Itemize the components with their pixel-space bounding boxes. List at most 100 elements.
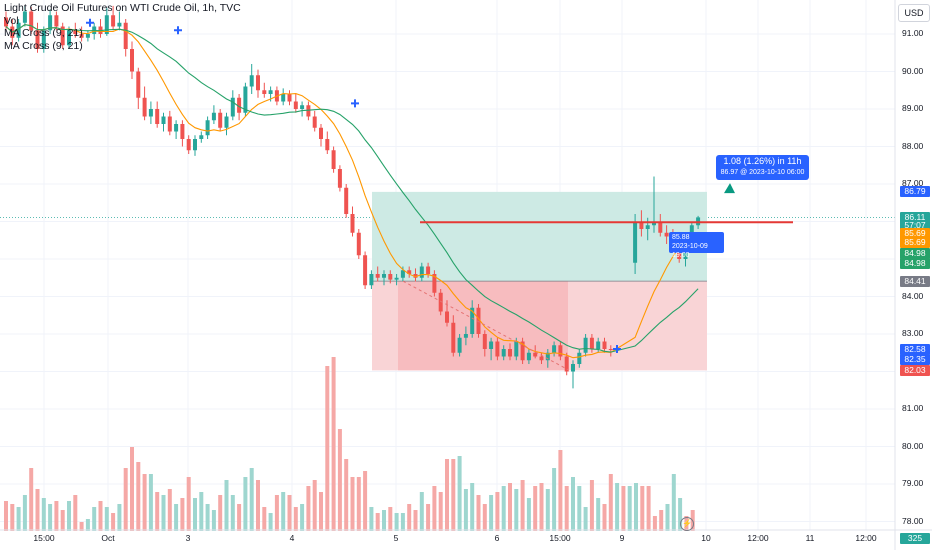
y-tick-label: 91.00 [902, 28, 924, 38]
candle-body [400, 270, 405, 278]
volume-bar [533, 486, 538, 531]
candle-body [16, 22, 21, 38]
candle-body [375, 274, 380, 278]
volume-bar [539, 483, 544, 531]
drawing-overlay [403, 183, 793, 371]
volume-bar [514, 489, 519, 531]
chart-legend: Light Crude Oil Futures on WTI Crude Oil… [4, 2, 241, 52]
volume-bar [520, 480, 525, 531]
y-tick-label: 80.00 [902, 440, 924, 451]
candle-body [249, 75, 254, 87]
volume-bar [356, 477, 361, 531]
volume-bar [438, 492, 443, 531]
volume-bar [552, 468, 557, 531]
volume-bar [193, 498, 197, 531]
volume-bar [98, 501, 103, 531]
candle-body [22, 11, 27, 23]
candle-body [451, 322, 456, 353]
projection-line-1: 1.08 (1.26%) in 11h [723, 156, 802, 166]
candle-body [337, 169, 342, 188]
volume-bar [262, 507, 267, 531]
lightning-icon[interactable]: ⚡ [680, 517, 694, 531]
entry-price: 85.88 [672, 234, 690, 241]
volume-bar [186, 477, 191, 531]
currency-button[interactable]: USD [898, 4, 930, 22]
volume-bar [325, 366, 330, 531]
candle-body [476, 307, 481, 334]
volume-bar [615, 483, 620, 531]
volume-bar [331, 357, 336, 531]
volume-bar [363, 471, 368, 531]
volume-bar [463, 489, 468, 531]
price-tag: 325 [900, 532, 930, 544]
volume-bar [646, 486, 651, 531]
projection-label[interactable]: 1.08 (1.26%) in 11h 86.97 @ 2023-10-10 0… [716, 155, 809, 180]
candle-body [4, 17, 8, 27]
candle-body [526, 352, 531, 361]
y-tick-label: 84.00 [902, 290, 924, 301]
candle-body [300, 105, 305, 109]
y-tick-label: 90.00 [902, 65, 924, 76]
candle-body [520, 341, 525, 361]
candle-body [205, 120, 210, 136]
volume-bar [337, 429, 342, 531]
candle-body [533, 352, 538, 357]
volume-bar [243, 477, 248, 531]
volume-bar [268, 513, 273, 531]
volume-bar [375, 513, 380, 531]
volume-bar [300, 504, 305, 531]
volume-bar [501, 486, 506, 531]
candle-body [495, 341, 500, 357]
volume-bar [596, 498, 601, 531]
entry-label[interactable]: 85.88 2023-10-09 19:00 [669, 232, 724, 259]
y-tick-label: 87.00 [902, 178, 924, 188]
volume-bar [394, 513, 399, 531]
price-tag: 86.11 [900, 211, 930, 223]
candle-body [419, 266, 424, 278]
volume-bar [571, 477, 575, 531]
x-tick-label: 15:00 [33, 533, 55, 543]
candle-body [539, 356, 544, 361]
volume-bar [73, 495, 78, 531]
volume-bar [400, 513, 405, 531]
volume-bar [602, 504, 607, 531]
candle-body [457, 337, 462, 353]
volume-bar [608, 474, 613, 531]
candle-body [645, 225, 650, 229]
volume-bar [312, 480, 317, 531]
volume-bar [218, 495, 223, 531]
volume-bar [54, 501, 59, 531]
candle-body [224, 116, 229, 128]
vol-label[interactable]: Vol [4, 14, 19, 27]
candle-body [426, 266, 431, 274]
x-tick-label: 12:00 [855, 533, 877, 543]
volume-bar [451, 459, 456, 531]
volume-bar [60, 510, 65, 531]
volume-bar [388, 507, 393, 531]
volume-bar [457, 456, 462, 531]
candle-body [287, 94, 292, 102]
candle-body [237, 97, 242, 113]
volume-bar [10, 504, 15, 531]
ma-cross-label-2[interactable]: MA Cross (9, 21) [4, 39, 83, 52]
volume-bar [4, 501, 8, 531]
symbol-title[interactable]: Light Crude Oil Futures on WTI Crude Oil… [4, 2, 241, 14]
volume-bar [489, 495, 494, 531]
candle-body [199, 135, 204, 139]
candle-body [281, 94, 286, 102]
candle-body [508, 349, 512, 357]
candle-body [633, 221, 638, 263]
volume-bar [205, 504, 210, 531]
candle-body [388, 274, 393, 280]
x-tick-label: 11 [805, 533, 815, 543]
candle-body [432, 274, 437, 293]
volume-bar [665, 504, 670, 531]
candle-body [293, 101, 298, 109]
x-tick-label: 15:00 [549, 533, 571, 543]
volume-bar [319, 492, 323, 531]
candle-body [489, 341, 494, 349]
ma-cross-label-1[interactable]: MA Cross (9, 21) [4, 27, 83, 39]
volume-bar [659, 510, 664, 531]
volume-bar [413, 510, 418, 531]
